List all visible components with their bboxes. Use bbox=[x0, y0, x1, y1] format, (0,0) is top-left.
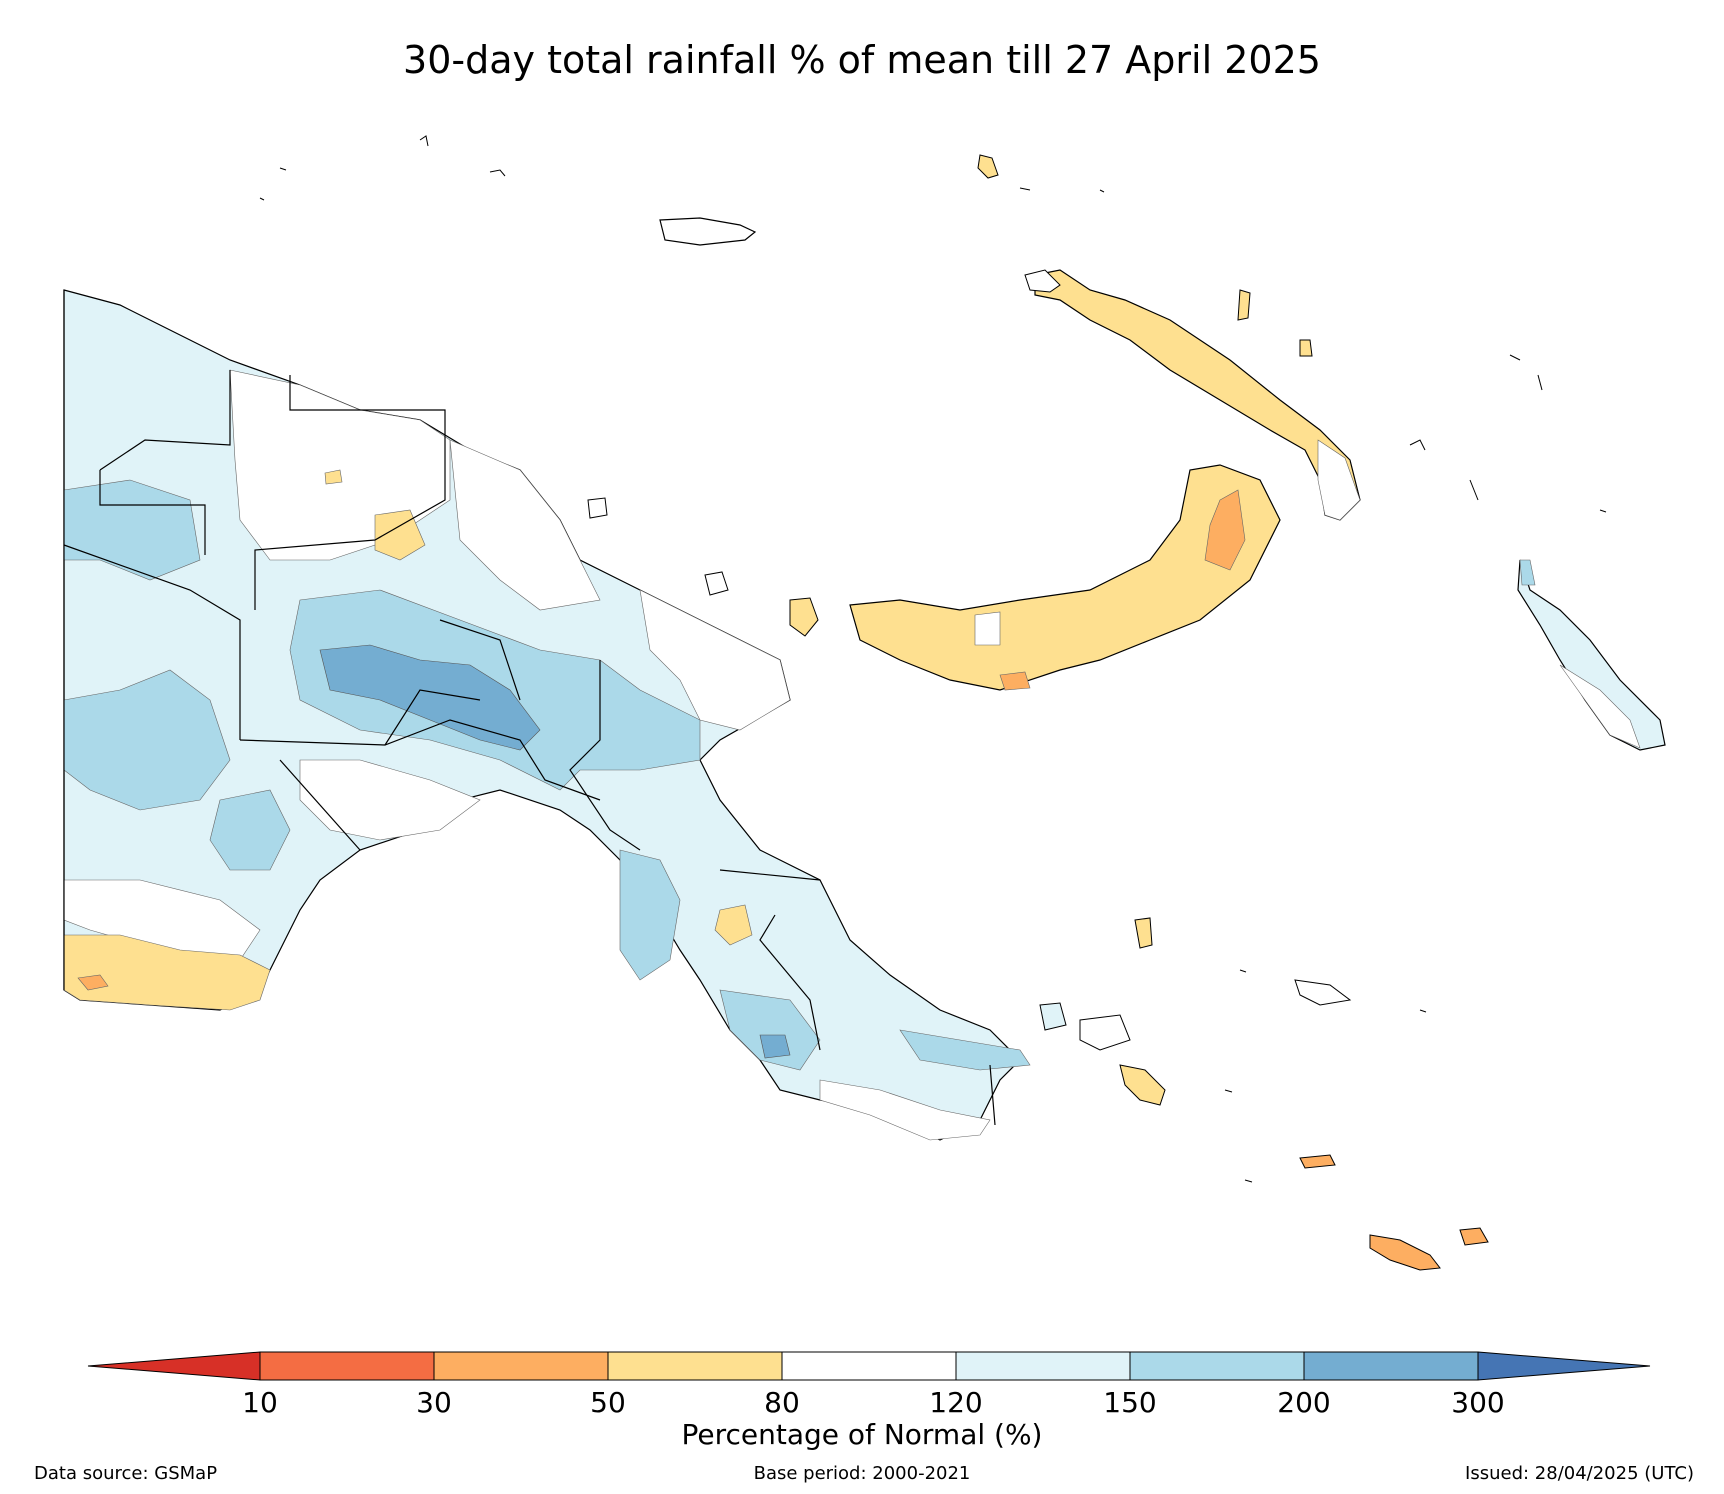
zone-150-200-central bbox=[719, 989, 821, 1071]
colorbar-extend-low bbox=[87, 1351, 261, 1381]
zone-200-300-central bbox=[759, 1034, 791, 1059]
bougainville bbox=[1517, 559, 1666, 751]
colorbar-30-50 bbox=[433, 1351, 609, 1381]
island-umboi bbox=[704, 571, 729, 596]
island-fergusson bbox=[1079, 1014, 1131, 1051]
zone-150-200-milne bbox=[899, 1029, 1031, 1071]
bougainville-white bbox=[1559, 664, 1641, 749]
new-britain-white bbox=[974, 611, 1001, 646]
mussau-island bbox=[977, 154, 999, 179]
new-hanover bbox=[1024, 269, 1061, 293]
colorbar-tick-50: 50 bbox=[590, 1386, 626, 1419]
colorbar-label: Percentage of Normal (%) bbox=[681, 1418, 1043, 1451]
island-north-coast bbox=[587, 497, 608, 519]
new-ireland-south-white bbox=[1317, 439, 1361, 521]
new-britain-orange-south bbox=[999, 671, 1031, 691]
issued-date: Issued: 28/04/2025 (UTC) bbox=[1465, 1463, 1694, 1484]
colorbar-extend-high bbox=[1477, 1351, 1651, 1381]
zone-150-200-southwest bbox=[63, 669, 231, 811]
bougainville-blue bbox=[1519, 559, 1536, 586]
base-period: Base period: 2000-2021 bbox=[753, 1463, 971, 1484]
zone-50-80-north-small bbox=[324, 469, 343, 485]
island-east-1 bbox=[1237, 289, 1251, 321]
island-karkar bbox=[789, 597, 819, 637]
province-boundaries bbox=[63, 290, 996, 1126]
zone-50-80-southwest bbox=[63, 934, 271, 1011]
colorbar-tick-10: 10 bbox=[242, 1386, 278, 1419]
island-trobriand bbox=[1134, 917, 1153, 949]
colorbar-120-150 bbox=[955, 1351, 1131, 1381]
data-source: Data source: GSMaP bbox=[34, 1463, 218, 1484]
zone-80-120-madang bbox=[639, 589, 791, 731]
colorbar-tick-120: 120 bbox=[929, 1386, 983, 1419]
new-britain-orange bbox=[1204, 489, 1246, 571]
zone-150-200-south bbox=[209, 789, 291, 871]
colorbar-tick-30: 30 bbox=[416, 1386, 452, 1419]
colorbar-10-30 bbox=[259, 1351, 435, 1381]
colorbar-tick-80: 80 bbox=[764, 1386, 800, 1419]
colorbar bbox=[87, 1351, 1651, 1381]
zone-80-120-southeast bbox=[819, 1079, 991, 1141]
map-title: 30-day total rainfall % of mean till 27 … bbox=[403, 38, 1321, 82]
zone-200-300-highlands bbox=[319, 644, 541, 751]
colorbar-200-300 bbox=[1303, 1351, 1479, 1381]
zone-50-80-north bbox=[374, 509, 426, 561]
island-sudest bbox=[1369, 1234, 1441, 1271]
manus-island bbox=[659, 217, 757, 246]
zone-30-50-southwest bbox=[77, 974, 109, 991]
colorbar-150-200 bbox=[1129, 1351, 1305, 1381]
colorbar-tick-300: 300 bbox=[1451, 1386, 1505, 1419]
island-misima bbox=[1299, 1154, 1336, 1169]
new-britain bbox=[849, 464, 1281, 691]
island-normanby bbox=[1119, 1064, 1166, 1106]
zone-150-200-coast bbox=[619, 849, 681, 981]
island-east-2 bbox=[1299, 339, 1313, 357]
island-rossel bbox=[1459, 1227, 1489, 1246]
colorbar-80-120 bbox=[781, 1351, 957, 1381]
colorbar-50-80 bbox=[607, 1351, 783, 1381]
colorbar-tick-200: 200 bbox=[1277, 1386, 1331, 1419]
island-woodlark bbox=[1294, 979, 1352, 1006]
colorbar-tick-150: 150 bbox=[1103, 1386, 1157, 1419]
zone-80-120-gulf bbox=[299, 759, 481, 841]
island-goodenough bbox=[1039, 1002, 1067, 1031]
rainfall-map bbox=[63, 135, 1666, 1271]
zone-80-120-sepik bbox=[449, 439, 601, 611]
zone-50-80-coast bbox=[714, 904, 753, 946]
small-islets bbox=[259, 135, 1607, 1183]
